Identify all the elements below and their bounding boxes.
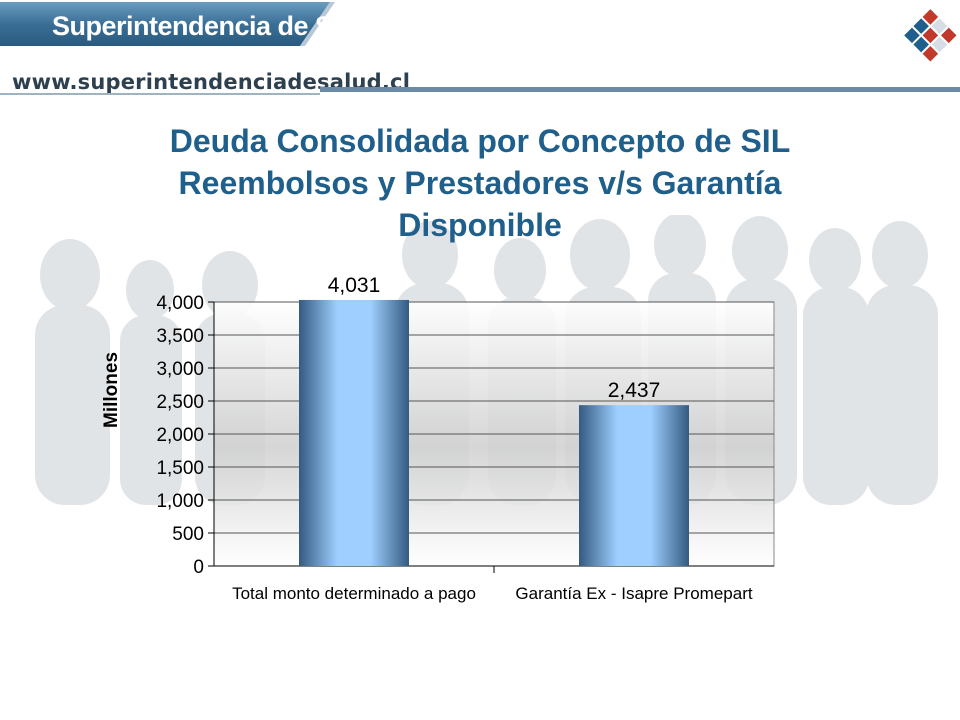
brand-banner (0, 2, 335, 46)
slide-title: Deuda Consolidada por Concepto de SIL Re… (80, 120, 880, 246)
title-line-1: Deuda Consolidada por Concepto de SIL (169, 123, 791, 159)
y-tick-label: 500 (172, 524, 204, 545)
y-axis-label: Millones (101, 352, 122, 428)
bar (299, 299, 409, 566)
superintendencia-logo-icon (904, 9, 957, 62)
y-tick-label: 2,500 (156, 392, 204, 413)
y-tick-label: 0 (193, 557, 204, 578)
y-tick-label: 1,500 (156, 458, 204, 479)
y-tick-label: 3,500 (156, 326, 204, 347)
y-tick-label: 3,000 (156, 359, 204, 380)
y-tick-label: 2,000 (156, 425, 204, 446)
x-category-label: Garantía Ex - Isapre Promepart (515, 584, 752, 603)
bar (579, 405, 689, 566)
header-divider (0, 87, 960, 95)
title-line-3: Disponible (398, 207, 562, 243)
brand-title: Superintendencia de Salud (52, 11, 387, 41)
bar-value-label: 4,031 (328, 274, 381, 297)
title-line-2: Reembolsos y Prestadores v/s Garantía (178, 165, 782, 201)
y-tick-label: 1,000 (156, 491, 204, 512)
bar-value-label: 2,437 (608, 379, 661, 402)
x-category-label: Total monto determinado a pago (232, 584, 476, 603)
y-tick-label: 4,000 (156, 293, 204, 314)
